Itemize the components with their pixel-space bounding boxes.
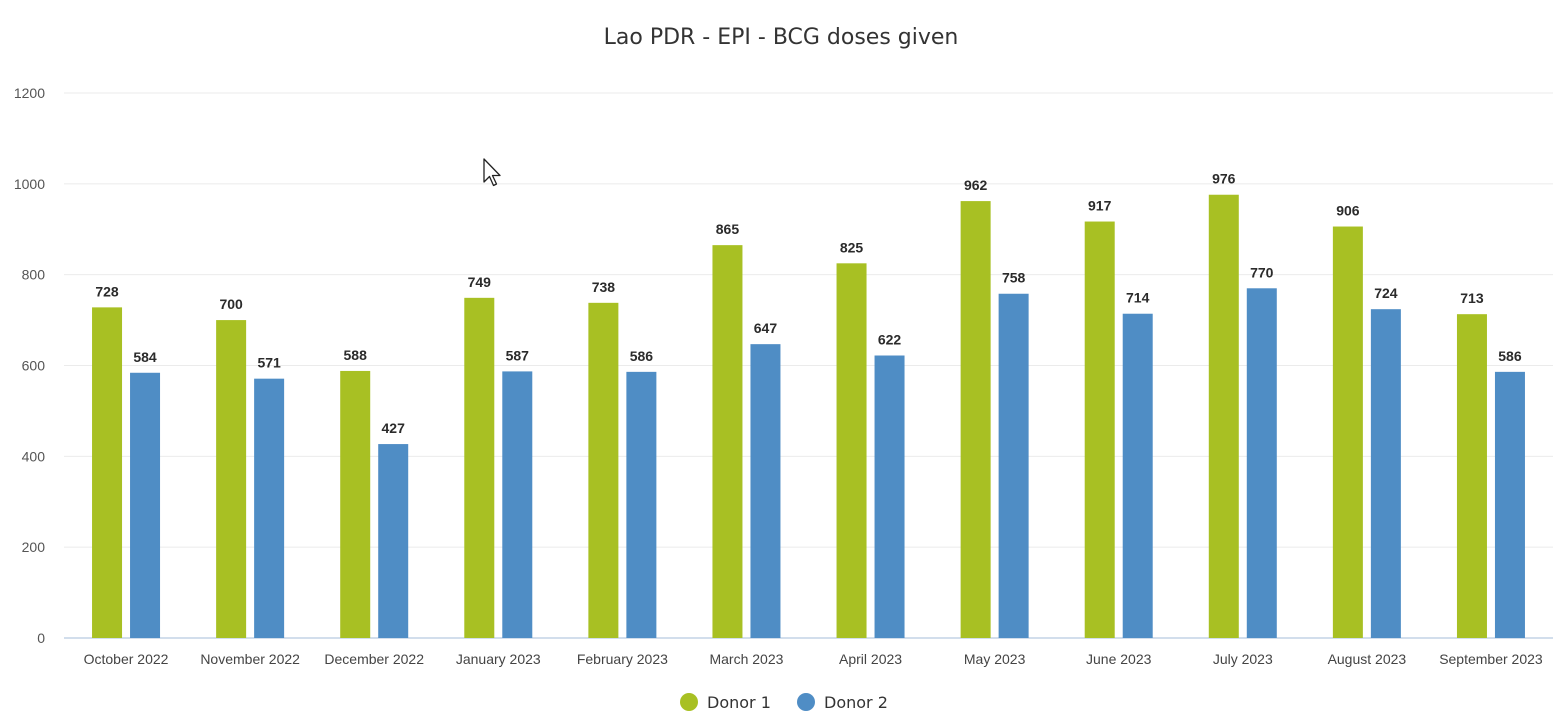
x-tick-label: December 2022	[324, 651, 424, 667]
y-tick-label: 800	[22, 267, 46, 283]
x-axis-labels: October 2022 November 2022 December 2022 Ja…	[84, 651, 1543, 667]
bar-1[interactable]	[1332, 226, 1363, 638]
mouse-pointer-icon	[483, 158, 501, 187]
data-label: 962	[964, 177, 988, 193]
data-label: 906	[1336, 203, 1360, 219]
data-label: 724	[1374, 285, 1398, 301]
y-tick-label: 600	[22, 358, 46, 374]
bar-1[interactable]	[216, 320, 247, 638]
data-label: 622	[878, 332, 902, 348]
bar-2[interactable]	[1370, 309, 1401, 638]
y-tick-label: 200	[22, 539, 46, 555]
bar-1[interactable]	[1456, 314, 1487, 638]
x-tick-label: February 2023	[577, 651, 668, 667]
data-labels: 728 584 700 571 588 427 749 587 738 586 865 647 825 6…	[95, 171, 1521, 436]
bar-1[interactable]	[464, 297, 495, 638]
bar-2[interactable]	[254, 378, 285, 638]
x-tick-label: August 2023	[1328, 651, 1407, 667]
data-label: 700	[219, 296, 243, 312]
y-axis-ticks: 0 200 400 600 800 1000 1200	[14, 85, 45, 646]
bar-2[interactable]	[130, 372, 161, 638]
y-tick-label: 400	[22, 448, 46, 464]
bar-2[interactable]	[1246, 288, 1277, 638]
x-tick-label: June 2023	[1086, 651, 1152, 667]
x-tick-label: May 2023	[964, 651, 1026, 667]
bar-2[interactable]	[378, 444, 409, 638]
data-label: 571	[257, 355, 281, 371]
legend-marker	[680, 693, 698, 711]
bar-2[interactable]	[874, 355, 905, 638]
bar-1[interactable]	[960, 201, 991, 638]
data-label: 770	[1250, 264, 1274, 280]
y-tick-label: 1200	[14, 85, 45, 101]
data-label: 728	[95, 283, 119, 299]
legend-item-2[interactable]: Donor 2	[797, 693, 888, 712]
data-label: 647	[754, 320, 778, 336]
y-tick-label: 1000	[14, 176, 45, 192]
data-label: 584	[133, 349, 157, 365]
data-label: 427	[382, 420, 406, 436]
legend-label: Donor 2	[824, 693, 888, 712]
bar-1[interactable]	[92, 307, 123, 638]
x-tick-label: March 2023	[709, 651, 783, 667]
chart-title: Lao PDR - EPI - BCG doses given	[604, 25, 959, 50]
bar-1[interactable]	[836, 263, 867, 638]
x-tick-label: September 2023	[1439, 651, 1543, 667]
data-label: 586	[1498, 348, 1522, 364]
bar-2[interactable]	[750, 344, 781, 638]
bar-2[interactable]	[502, 371, 533, 638]
bar-1[interactable]	[340, 370, 371, 638]
bar-2[interactable]	[1494, 371, 1525, 638]
data-label: 586	[630, 348, 654, 364]
data-label: 917	[1088, 198, 1112, 214]
x-tick-label: January 2023	[456, 651, 541, 667]
x-tick-label: November 2022	[200, 651, 300, 667]
data-label: 749	[468, 274, 492, 290]
data-label: 825	[840, 239, 864, 255]
data-label: 758	[1002, 270, 1026, 286]
data-label: 587	[506, 347, 530, 363]
data-label: 738	[592, 279, 616, 295]
data-label: 713	[1460, 290, 1484, 306]
legend[interactable]: Donor 1 Donor 2	[680, 693, 888, 712]
x-tick-label: April 2023	[839, 651, 902, 667]
data-label: 588	[344, 347, 368, 363]
bar-1[interactable]	[1084, 221, 1115, 638]
bar-2[interactable]	[1122, 313, 1153, 638]
data-label: 714	[1126, 290, 1150, 306]
data-label: 976	[1212, 171, 1236, 187]
legend-marker	[797, 693, 815, 711]
legend-label: Donor 1	[707, 693, 771, 712]
data-label: 865	[716, 221, 740, 237]
bar-2[interactable]	[626, 371, 657, 638]
legend-item-1[interactable]: Donor 1	[680, 693, 771, 712]
x-tick-label: October 2022	[84, 651, 169, 667]
bar-2[interactable]	[998, 293, 1029, 638]
bars	[92, 194, 1525, 639]
bar-1[interactable]	[712, 245, 743, 639]
bar-1[interactable]	[588, 302, 619, 638]
y-tick-label: 0	[37, 630, 45, 646]
grid-lines	[64, 92, 1553, 639]
bar-1[interactable]	[1208, 194, 1239, 638]
x-tick-label: July 2023	[1213, 651, 1273, 667]
